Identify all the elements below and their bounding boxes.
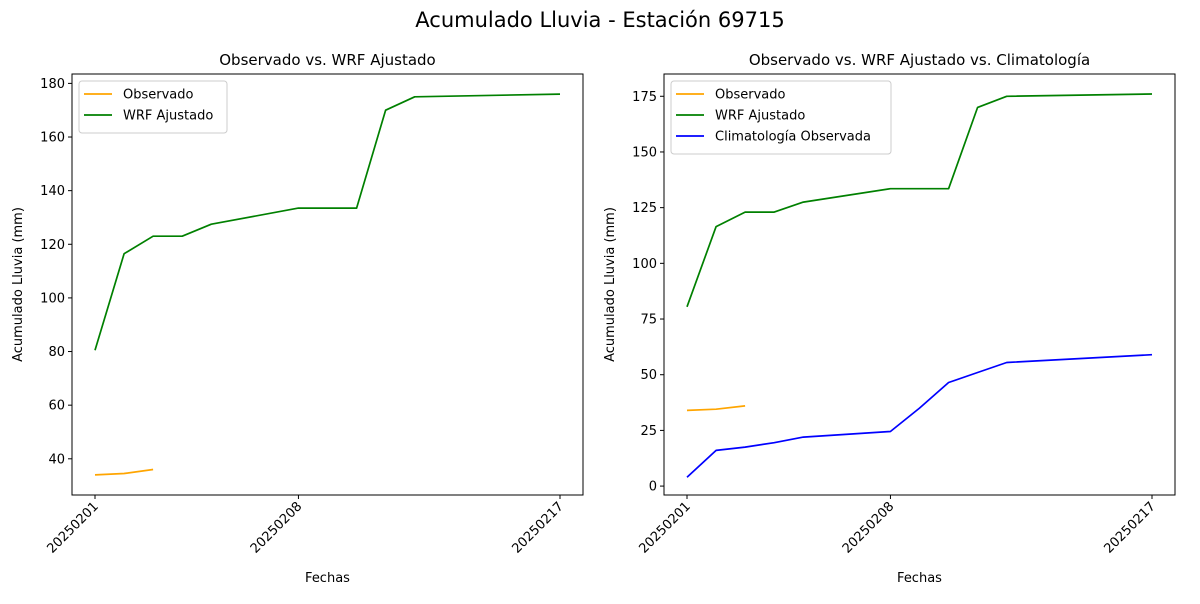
series-line-climatolog-a-observada: [686, 353, 1153, 478]
legend-box: [78, 80, 228, 134]
legend-label: WRF Ajustado: [123, 109, 213, 124]
legend-label: Observado: [715, 88, 786, 103]
legend-label: Climatología Observada: [715, 130, 871, 145]
y-tick-label: 60: [48, 399, 65, 414]
y-tick-label: 150: [632, 145, 657, 160]
plot-frame: [71, 73, 584, 496]
x-axis-label: Fechas: [305, 571, 350, 586]
y-axis-label: Acumulado Lluvia (mm): [11, 207, 26, 362]
y-axis-label: Acumulado Lluvia (mm): [603, 207, 618, 362]
y-tick-label: 0: [649, 480, 657, 495]
x-tick-label: 20250201: [44, 499, 101, 556]
y-tick-label: 175: [632, 90, 657, 105]
chart-panel-1: Observado vs. WRF Ajustado 40 60 80 100 120 14…: [11, 51, 584, 586]
chart-panel-2: Observado vs. WRF Ajustado vs. Climatolo…: [603, 51, 1176, 586]
y-tick-label: 40: [48, 452, 65, 467]
series-line-observado: [686, 405, 746, 412]
series-line-observado: [94, 468, 154, 476]
legend-label: WRF Ajustado: [715, 109, 805, 124]
x-axis-label: Fechas: [897, 571, 942, 586]
x-tick-label: 20250208: [248, 499, 305, 556]
series-line-wrf-ajustado: [686, 93, 1153, 308]
y-tick-label: 180: [40, 77, 65, 92]
y-tick-label: 140: [40, 184, 65, 199]
y-tick-label: 100: [40, 291, 65, 306]
y-tick-label: 50: [640, 368, 657, 383]
x-tick-label: 20250208: [840, 499, 897, 556]
chart-title: Observado vs. WRF Ajustado vs. Climatolo…: [749, 51, 1090, 69]
legend-box: [670, 80, 892, 155]
x-tick-label: 20250217: [509, 499, 566, 556]
x-tick-label: 20250217: [1101, 499, 1158, 556]
y-tick-label: 100: [632, 257, 657, 272]
y-tick-label: 75: [640, 313, 657, 328]
legend-label: Observado: [123, 88, 194, 103]
y-tick-label: 125: [632, 201, 657, 216]
chart-title: Observado vs. WRF Ajustado: [219, 51, 435, 69]
figure-title: Acumulado Lluvia - Estación 69715: [415, 8, 785, 32]
plot-frame: [663, 73, 1176, 496]
y-tick-label: 160: [40, 131, 65, 146]
y-tick-label: 80: [48, 345, 65, 360]
x-tick-label: 20250201: [636, 499, 693, 556]
y-tick-label: 25: [640, 424, 657, 439]
series-line-wrf-ajustado: [94, 93, 561, 351]
y-tick-label: 120: [40, 238, 65, 253]
